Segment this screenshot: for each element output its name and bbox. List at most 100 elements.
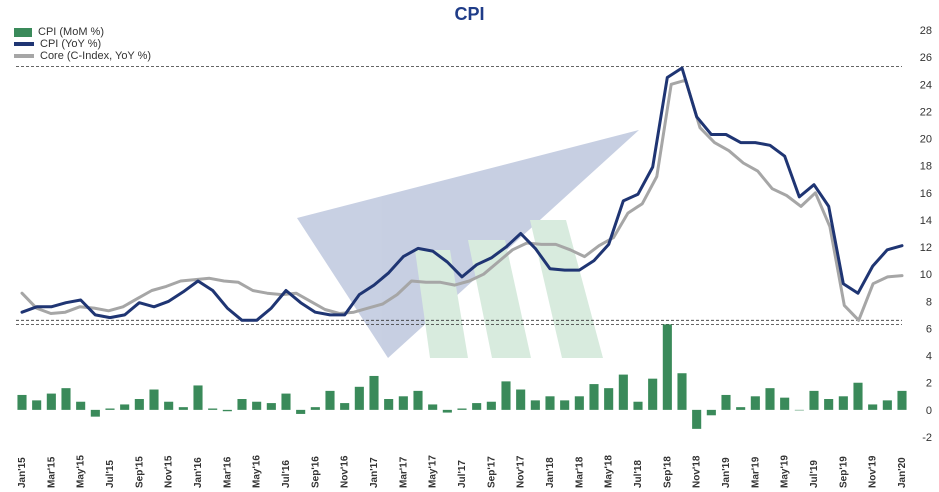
mom-bar (809, 390, 819, 410)
mom-bar (648, 378, 658, 410)
y-tick-label: 8 (926, 296, 932, 308)
mom-bar (193, 385, 203, 410)
x-tick-label: Mar'15 (46, 456, 57, 488)
x-tick-label: Sep'18 (662, 456, 673, 488)
mom-bar (457, 408, 467, 410)
y-tick-label: -2 (922, 432, 932, 444)
mom-bar (868, 404, 878, 410)
mom-bar (750, 396, 760, 410)
yoy-lines (20, 66, 904, 322)
y-tick-label: 6 (926, 323, 932, 335)
x-tick-label: Mar'16 (222, 456, 233, 488)
x-tick-label: May'16 (252, 455, 263, 488)
x-tick-label: Jan'20 (897, 457, 908, 488)
mom-bar (501, 381, 511, 410)
mom-bar (677, 373, 687, 410)
mom-bar (721, 394, 731, 410)
mom-bar (486, 401, 496, 410)
mom-bar (281, 393, 291, 410)
mom-bar (780, 397, 790, 410)
x-tick-label: Sep'15 (134, 456, 145, 488)
mom-bar (692, 409, 702, 429)
mom-bar (618, 374, 628, 410)
legend-label-yoy: CPI (YoY %) (40, 38, 102, 50)
mom-bar (252, 401, 262, 410)
legend-swatch-core (14, 54, 34, 58)
x-tick-label: Jul'15 (105, 460, 116, 488)
mom-bar (662, 324, 672, 410)
legend: CPI (MoM %) CPI (YoY %) Core (C-Index, Y… (14, 26, 151, 62)
x-tick-label: Mar'19 (750, 456, 761, 488)
x-tick-label: Nov'19 (868, 455, 879, 488)
mom-bar (472, 403, 482, 410)
mom-bar (32, 400, 42, 410)
mom-bar (824, 399, 834, 410)
mom-bar (589, 384, 599, 410)
y-tick-label: 14 (920, 215, 932, 227)
x-tick-label: Nov'15 (164, 455, 175, 488)
mom-bar (838, 396, 848, 410)
x-tick-label: May'17 (428, 455, 439, 488)
mom-bar (105, 408, 115, 410)
legend-swatch-mom (14, 27, 32, 37)
mom-bar (413, 390, 423, 410)
mom-bar (237, 399, 247, 410)
mom-bar (530, 400, 540, 410)
x-tick-label: Jan'16 (193, 457, 204, 488)
y-tick-label: 12 (920, 242, 932, 254)
mom-bar (90, 409, 100, 417)
mom-bar (46, 393, 56, 410)
x-tick-label: Jan'15 (17, 457, 28, 488)
x-tick-label: Sep'17 (486, 456, 497, 488)
x-tick-label: Sep'16 (310, 456, 321, 488)
legend-item-mom: CPI (MoM %) (14, 26, 151, 38)
y-tick-label: 2 (926, 378, 932, 390)
mom-bar (428, 404, 438, 410)
y-tick-label: 0 (926, 405, 932, 417)
mom-bar (560, 400, 570, 410)
mom-bar (76, 401, 86, 410)
core-yoy-line (20, 78, 904, 322)
mom-bar (325, 390, 335, 410)
x-tick-label: May'18 (604, 455, 615, 488)
y-tick-label: 28 (920, 25, 932, 37)
y-tick-label: 10 (920, 269, 932, 281)
legend-label-mom: CPI (MoM %) (38, 26, 104, 38)
mom-bar (61, 388, 71, 410)
mom-bar (208, 408, 218, 410)
mom-bar (149, 389, 159, 410)
cpi-yoy-line (20, 66, 904, 322)
mom-bars (17, 324, 907, 429)
mom-bar (545, 396, 555, 410)
mom-bar (222, 409, 232, 412)
y-tick-label: 26 (920, 52, 932, 64)
y-tick-label: 22 (920, 106, 932, 118)
legend-label-core: Core (C-Index, YoY %) (40, 50, 152, 62)
mom-bar (765, 388, 775, 410)
x-axis: Jan'15 Mar'15 May'15 Jul'15 Sep'15 Nov'15 Jan'… (17, 455, 908, 488)
x-tick-label: May'15 (76, 455, 87, 488)
mom-bar (340, 403, 350, 410)
y-tick-label: 4 (926, 351, 932, 363)
y-tick-label: 18 (920, 161, 932, 173)
mom-bar (574, 396, 584, 410)
mom-bar (354, 386, 364, 410)
legend-swatch-yoy (14, 42, 34, 46)
mom-bar (178, 407, 188, 410)
mom-bar (134, 399, 144, 410)
mom-bar (604, 388, 614, 410)
x-tick-label: Jan'19 (721, 457, 732, 488)
mom-bar (384, 399, 394, 410)
mom-bar (266, 403, 276, 410)
watermark-logo (297, 130, 639, 358)
legend-item-core: Core (C-Index, YoY %) (14, 50, 151, 62)
y-tick-label: 16 (920, 188, 932, 200)
x-tick-label: Mar'17 (398, 456, 409, 488)
x-tick-label: Jul'18 (633, 460, 644, 488)
x-tick-label: Jan'17 (369, 457, 380, 488)
mom-bar (516, 389, 526, 410)
mom-bar (164, 401, 174, 410)
chart-title: CPI (454, 4, 485, 24)
